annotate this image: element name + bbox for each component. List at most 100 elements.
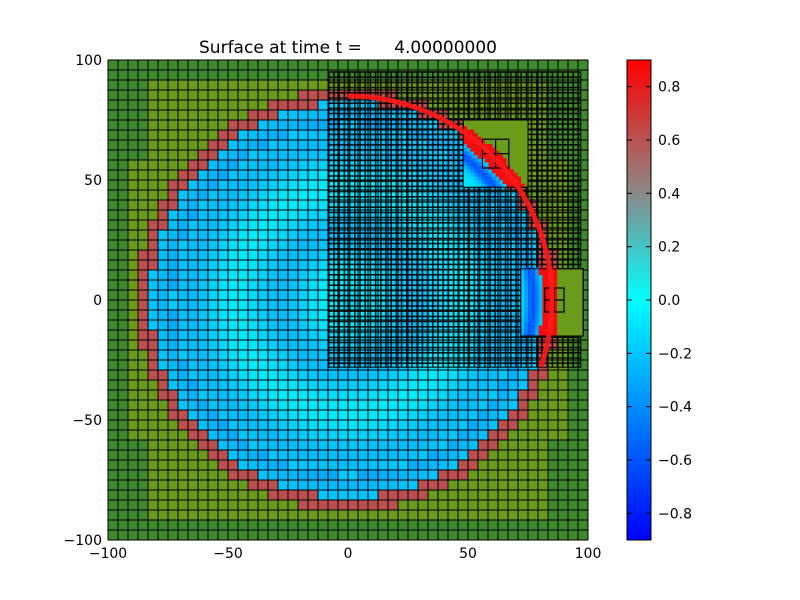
surface-cell (137, 369, 149, 381)
surface-cell (237, 309, 249, 321)
surface-cell (227, 299, 239, 311)
surface-cell (137, 89, 149, 101)
surface-cell (557, 519, 569, 531)
surface-cell (397, 369, 409, 381)
surface-cell (567, 529, 579, 540)
surface-cell (547, 499, 559, 511)
surface-cell (247, 139, 259, 151)
surface-cell (177, 249, 189, 261)
surface-cell (207, 309, 219, 321)
surface-cell (197, 419, 209, 431)
surface-cell (137, 79, 149, 91)
surface-cell (207, 479, 219, 491)
surface-cell (497, 359, 509, 371)
surface-cell (197, 179, 209, 191)
surface-cell (477, 519, 489, 531)
surface-cell (317, 219, 329, 231)
surface-cell (577, 419, 588, 431)
surface-cell (127, 309, 139, 321)
surface-cell (527, 379, 539, 391)
surface-cell (537, 429, 549, 441)
surface-cell (167, 289, 179, 301)
surface-cell (447, 379, 459, 391)
surface-cell (137, 69, 149, 81)
surface-cell (437, 429, 449, 441)
surface-cell (377, 419, 389, 431)
surface-cell (197, 379, 209, 391)
surface-cell (517, 529, 529, 540)
surface-cell (157, 299, 169, 311)
surface-cell (287, 509, 299, 521)
surface-cell (397, 519, 409, 531)
surface-cell (147, 419, 159, 431)
surface-cell (227, 69, 239, 81)
surface-cell (127, 499, 139, 511)
surface-cell (287, 349, 299, 361)
surface-cell (237, 159, 249, 171)
surface-cell (267, 309, 279, 321)
surface-cell (277, 169, 289, 181)
surface-cell (317, 259, 329, 271)
surface-cell (317, 519, 329, 531)
surface-cell (207, 429, 219, 441)
surface-cell (167, 89, 179, 101)
surface-cell (387, 449, 399, 461)
surface-cell (127, 439, 139, 451)
surface-cell (127, 60, 139, 71)
surface-cell (237, 299, 249, 311)
surface-cell (147, 179, 159, 191)
surface-cell (467, 489, 479, 501)
surface-cell (447, 469, 459, 481)
surface-cell (507, 409, 519, 421)
surface-cell (147, 359, 159, 371)
surface-cell (127, 159, 139, 171)
surface-cell (497, 509, 509, 521)
surface-cell (167, 169, 179, 181)
surface-cell (157, 269, 169, 281)
surface-cell (387, 379, 399, 391)
surface-cell (517, 459, 529, 471)
surface-cell (467, 439, 479, 451)
surface-cell (167, 439, 179, 451)
surface-cell (577, 429, 588, 441)
surface-cell (437, 509, 449, 521)
surface-cell (357, 519, 369, 531)
surface-cell (217, 319, 229, 331)
surface-cell (127, 169, 139, 181)
surface-cell (227, 139, 239, 151)
surface-cell (108, 79, 119, 91)
surface-cell (177, 279, 189, 291)
surface-cell (267, 79, 279, 91)
surface-cell (287, 79, 299, 91)
surface-cell (177, 469, 189, 481)
surface-cell (287, 179, 299, 191)
surface-cell (307, 99, 319, 111)
surface-cell (317, 69, 329, 81)
surface-cell (287, 259, 299, 271)
surface-cell (537, 60, 549, 71)
surface-cell (317, 169, 329, 181)
surface-cell (307, 119, 319, 131)
surface-cell (277, 289, 289, 301)
surface-cell (547, 419, 559, 431)
surface-cell (197, 319, 209, 331)
surface-cell (117, 279, 129, 291)
surface-cell (267, 359, 279, 371)
surface-cell (557, 429, 569, 441)
surface-cell (437, 439, 449, 451)
surface-cell (387, 499, 399, 511)
surface-cell (487, 369, 499, 381)
surface-cell (227, 219, 239, 231)
surface-cell (227, 179, 239, 191)
surface-cell (427, 459, 439, 471)
surface-cell (197, 529, 209, 540)
surface-cell (477, 459, 489, 471)
surface-cell (277, 109, 289, 121)
surface-cell (527, 469, 539, 481)
surface-cell (187, 319, 199, 331)
surface-cell (427, 369, 439, 381)
surface-cell (187, 69, 199, 81)
surface-cell (287, 209, 299, 221)
surface-cell (247, 219, 259, 231)
surface-cell (237, 89, 249, 101)
